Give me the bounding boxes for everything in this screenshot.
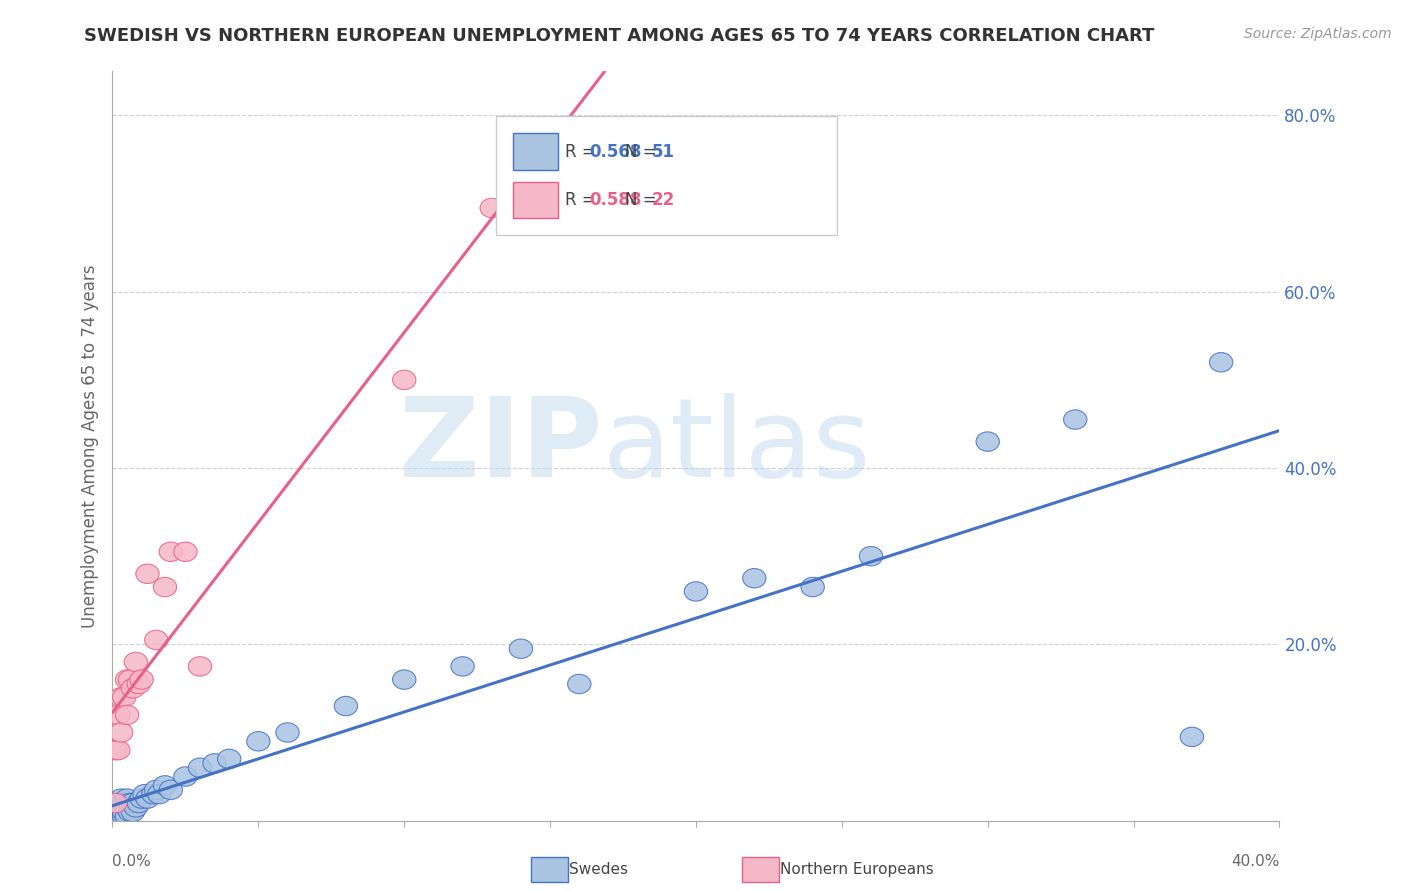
- Ellipse shape: [976, 432, 1000, 451]
- Text: R =: R =: [565, 143, 600, 161]
- Ellipse shape: [1063, 409, 1087, 429]
- Ellipse shape: [136, 789, 159, 808]
- Text: N =: N =: [626, 143, 662, 161]
- Ellipse shape: [118, 802, 142, 822]
- Ellipse shape: [110, 802, 134, 822]
- Ellipse shape: [110, 806, 134, 826]
- Ellipse shape: [392, 670, 416, 690]
- Ellipse shape: [451, 657, 474, 676]
- Text: R =: R =: [565, 191, 600, 209]
- Ellipse shape: [202, 754, 226, 773]
- Ellipse shape: [335, 697, 357, 715]
- Ellipse shape: [121, 793, 145, 813]
- Ellipse shape: [104, 797, 127, 817]
- Text: N =: N =: [626, 191, 662, 209]
- Ellipse shape: [107, 802, 129, 822]
- Ellipse shape: [134, 784, 156, 804]
- Text: atlas: atlas: [603, 392, 872, 500]
- Ellipse shape: [110, 793, 134, 813]
- Ellipse shape: [110, 723, 134, 742]
- Text: Source: ZipAtlas.com: Source: ZipAtlas.com: [1244, 27, 1392, 41]
- Ellipse shape: [104, 806, 127, 826]
- Ellipse shape: [115, 797, 139, 817]
- Ellipse shape: [118, 793, 142, 813]
- Ellipse shape: [276, 723, 299, 742]
- Ellipse shape: [509, 639, 533, 658]
- Ellipse shape: [115, 706, 139, 724]
- Ellipse shape: [104, 793, 127, 813]
- Ellipse shape: [107, 706, 129, 724]
- Ellipse shape: [1209, 352, 1233, 372]
- Ellipse shape: [112, 802, 136, 822]
- Ellipse shape: [685, 582, 707, 601]
- Ellipse shape: [479, 198, 503, 218]
- Ellipse shape: [859, 547, 883, 566]
- Ellipse shape: [159, 542, 183, 561]
- Ellipse shape: [136, 564, 159, 583]
- Ellipse shape: [142, 784, 165, 804]
- Text: 22: 22: [651, 191, 675, 209]
- Ellipse shape: [148, 784, 172, 804]
- Ellipse shape: [174, 542, 197, 561]
- Ellipse shape: [153, 577, 177, 597]
- Ellipse shape: [107, 740, 129, 760]
- Text: ZIP: ZIP: [399, 392, 603, 500]
- Ellipse shape: [107, 793, 129, 813]
- Ellipse shape: [104, 740, 127, 760]
- Text: 51: 51: [651, 143, 675, 161]
- Ellipse shape: [115, 670, 139, 690]
- Ellipse shape: [392, 370, 416, 390]
- Ellipse shape: [159, 780, 183, 799]
- Ellipse shape: [118, 670, 142, 690]
- Text: SWEDISH VS NORTHERN EUROPEAN UNEMPLOYMENT AMONG AGES 65 TO 74 YEARS CORRELATION : SWEDISH VS NORTHERN EUROPEAN UNEMPLOYMEN…: [84, 27, 1154, 45]
- Ellipse shape: [129, 789, 153, 808]
- Ellipse shape: [107, 797, 129, 817]
- Ellipse shape: [145, 631, 167, 649]
- Ellipse shape: [121, 802, 145, 822]
- Ellipse shape: [112, 688, 136, 707]
- Ellipse shape: [127, 793, 150, 813]
- Text: Swedes: Swedes: [569, 863, 628, 877]
- Ellipse shape: [124, 652, 148, 672]
- Ellipse shape: [246, 731, 270, 751]
- Ellipse shape: [112, 806, 136, 826]
- Text: 0.0%: 0.0%: [112, 854, 152, 869]
- Ellipse shape: [188, 758, 212, 778]
- Text: 0.568: 0.568: [589, 143, 641, 161]
- Ellipse shape: [188, 657, 212, 676]
- Ellipse shape: [801, 577, 824, 597]
- Text: Northern Europeans: Northern Europeans: [780, 863, 934, 877]
- Ellipse shape: [127, 674, 150, 694]
- Ellipse shape: [742, 568, 766, 588]
- Ellipse shape: [115, 806, 139, 826]
- Ellipse shape: [174, 767, 197, 786]
- Ellipse shape: [115, 789, 139, 808]
- Ellipse shape: [124, 797, 148, 817]
- Ellipse shape: [218, 749, 240, 769]
- Ellipse shape: [110, 789, 134, 808]
- Ellipse shape: [568, 674, 591, 694]
- Text: 40.0%: 40.0%: [1232, 854, 1279, 869]
- Ellipse shape: [107, 806, 129, 826]
- Text: 0.588: 0.588: [589, 191, 641, 209]
- Ellipse shape: [1180, 727, 1204, 747]
- Ellipse shape: [121, 679, 145, 698]
- Ellipse shape: [110, 688, 134, 707]
- Ellipse shape: [145, 780, 167, 799]
- Ellipse shape: [104, 802, 127, 822]
- Ellipse shape: [112, 793, 136, 813]
- Ellipse shape: [129, 670, 153, 690]
- Ellipse shape: [153, 776, 177, 795]
- Y-axis label: Unemployment Among Ages 65 to 74 years: Unemployment Among Ages 65 to 74 years: [80, 264, 98, 628]
- Ellipse shape: [110, 797, 134, 817]
